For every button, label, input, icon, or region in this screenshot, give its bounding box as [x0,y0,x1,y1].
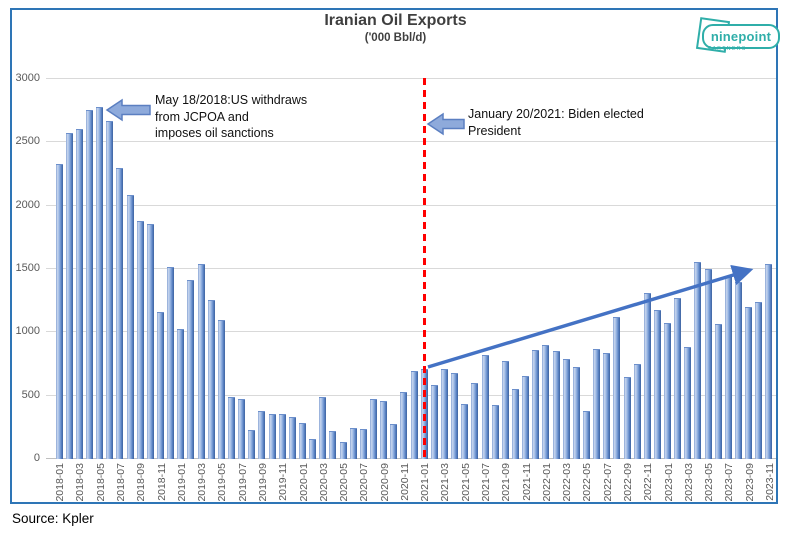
gridline [46,331,776,333]
bar [65,132,73,459]
bar [511,389,519,459]
bar [491,404,499,459]
event-red-dashed-line [422,78,426,458]
bar [714,323,722,459]
bar [96,106,104,459]
y-axis-tick-label: 1500 [15,262,40,274]
y-axis-tick-label: 500 [21,388,40,401]
bar [217,319,225,459]
bar [653,309,661,459]
bar [755,302,763,459]
bar [451,372,459,459]
bar [593,349,600,459]
bar [248,430,256,459]
y-axis-tick-label: 0 [33,452,40,464]
biden-annotation: January 20/2021: Biden elected President [468,107,644,138]
y-axis-tick-label: 2500 [15,135,40,148]
bar [106,121,114,459]
bar [522,376,529,459]
bar [157,312,164,459]
bar [258,411,266,459]
bar [704,269,712,459]
bar [410,370,418,459]
bar [278,413,286,459]
bar [623,376,631,459]
jcpoa-annotation: May 18/2018:US withdraws from JCPOA and … [155,93,308,140]
chart-title: Iranian Oil Exports [324,12,467,29]
bar [440,368,448,459]
bar [390,424,398,459]
bar [167,266,175,459]
bar [187,280,195,459]
bar [664,322,671,459]
bar [207,299,215,459]
bar [126,195,134,459]
bar [339,442,347,459]
bar [684,346,692,459]
gridline [46,141,776,143]
bar [380,401,388,459]
bar [633,363,641,459]
bar [319,397,327,459]
y-axis-tick-label: 1000 [15,325,40,338]
bar [228,397,235,459]
bar [582,410,590,459]
bar [765,264,773,459]
gridline [46,268,776,269]
bar [572,367,580,459]
bar [745,307,753,459]
bar [694,262,702,459]
bar [359,428,367,459]
bar [643,293,651,459]
bar [238,399,246,459]
bar [562,358,570,459]
bar [471,382,479,459]
bar [288,416,296,459]
bar [349,428,357,459]
bar [542,345,550,459]
bar [329,431,337,459]
y-axis-tick-label: 2000 [15,198,40,211]
bar [603,352,611,459]
bar [369,399,377,459]
ninepoint-logo: ninepoint PARTNERS [692,16,784,58]
gridline [46,78,776,79]
bar [197,264,205,459]
bar [481,354,489,459]
bar [116,167,124,459]
bar [299,422,306,459]
bar [86,109,93,459]
bar [146,224,154,459]
logo-wordmark: ninepoint [702,24,780,49]
bar [268,414,276,459]
bar [613,316,621,459]
bar [461,404,469,459]
logo-partners-label: PARTNERS [708,46,747,52]
bar [400,391,408,459]
bar [430,385,438,459]
bar [75,128,83,459]
bar [674,297,682,459]
bar [501,361,509,459]
gridline [46,204,776,206]
bar [55,164,63,459]
bar [177,328,185,459]
bar [532,350,540,459]
y-axis-tick-label: 3000 [15,72,40,84]
bar [309,439,317,459]
source-label: Source: Kpler [12,511,94,526]
chart-subtitle: ('000 Bbl/d) [364,32,427,44]
bar [552,351,560,459]
bar [136,221,144,459]
